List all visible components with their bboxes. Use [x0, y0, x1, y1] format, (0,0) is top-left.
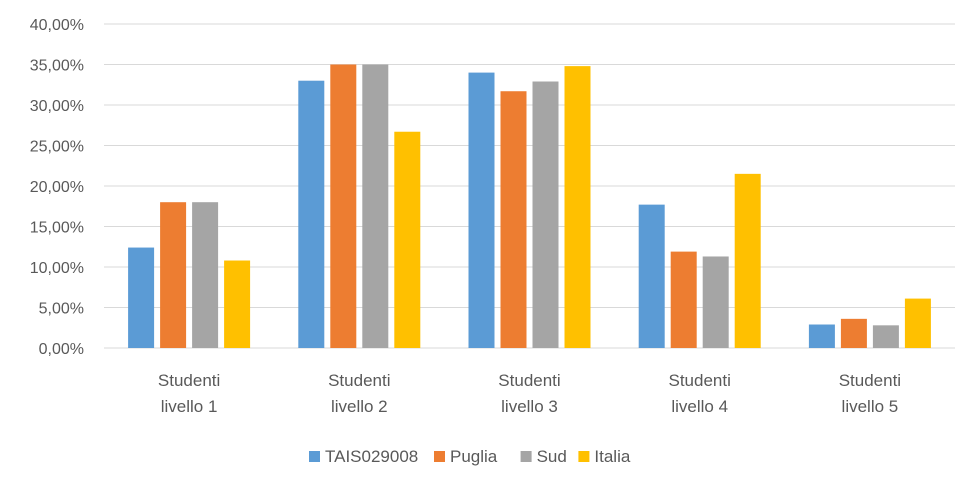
bar-puglia-2 — [330, 64, 357, 348]
legend-label: Italia — [594, 447, 630, 466]
bars — [128, 64, 931, 349]
bar-puglia-3 — [500, 91, 527, 348]
legend-label: Sud — [537, 447, 567, 466]
bar-sud-4 — [702, 256, 729, 348]
legend: TAIS029008 Puglia Sud Italia — [309, 447, 631, 466]
legend-swatch-tais029008 — [309, 451, 320, 462]
bar-sud-2 — [362, 64, 389, 348]
bar-sud-5 — [872, 325, 899, 348]
bar-sud-1 — [192, 202, 219, 348]
bar-italia-2 — [394, 131, 421, 348]
bar-puglia-1 — [160, 202, 187, 348]
legend-swatch-sud — [520, 451, 532, 462]
y-tick-label: 30,00% — [30, 98, 84, 115]
x-tick-label: Studenti — [498, 371, 560, 390]
x-axis-tick-labels: Studenti livello 1 Studenti livello 2 Studen… — [158, 371, 901, 416]
legend-label: Puglia — [450, 447, 498, 466]
y-tick-label: 10,00% — [30, 260, 84, 277]
y-tick-label: 40,00% — [30, 17, 84, 34]
bar-tais029008-2 — [298, 80, 325, 348]
y-tick-label: 15,00% — [30, 220, 84, 237]
x-tick-label: livello 5 — [842, 397, 899, 416]
x-tick-label: livello 2 — [331, 397, 388, 416]
legend-swatch-italia — [578, 451, 590, 462]
y-tick-label: 0,00% — [39, 341, 84, 358]
bar-puglia-5 — [840, 318, 867, 348]
legend-swatch-puglia — [434, 451, 445, 462]
x-tick-label: Studenti — [328, 371, 390, 390]
bar-tais029008-1 — [128, 247, 155, 348]
x-tick-label: Studenti — [839, 371, 901, 390]
y-axis-tick-labels: 0,00% 5,00% 10,00% 15,00% 20,00% 25,00% 30,00%… — [30, 17, 84, 358]
y-tick-label: 35,00% — [30, 58, 84, 75]
bar-tais029008-4 — [638, 204, 665, 348]
y-tick-label: 20,00% — [30, 179, 84, 196]
x-tick-label: Studenti — [669, 371, 731, 390]
bar-italia-4 — [734, 173, 761, 348]
x-tick-label: livello 3 — [501, 397, 558, 416]
bar-italia-3 — [564, 66, 591, 349]
bar-puglia-4 — [670, 251, 697, 348]
bar-tais029008-3 — [468, 72, 495, 348]
y-tick-label: 5,00% — [39, 301, 84, 318]
bar-italia-1 — [224, 260, 251, 348]
bar-sud-3 — [532, 81, 559, 348]
x-tick-label: livello 4 — [671, 397, 728, 416]
legend-label: TAIS029008 — [325, 447, 418, 466]
y-tick-label: 25,00% — [30, 139, 84, 156]
x-tick-label: Studenti — [158, 371, 220, 390]
bar-italia-5 — [904, 298, 931, 348]
x-tick-label: livello 1 — [161, 397, 218, 416]
bar-tais029008-5 — [808, 324, 835, 348]
